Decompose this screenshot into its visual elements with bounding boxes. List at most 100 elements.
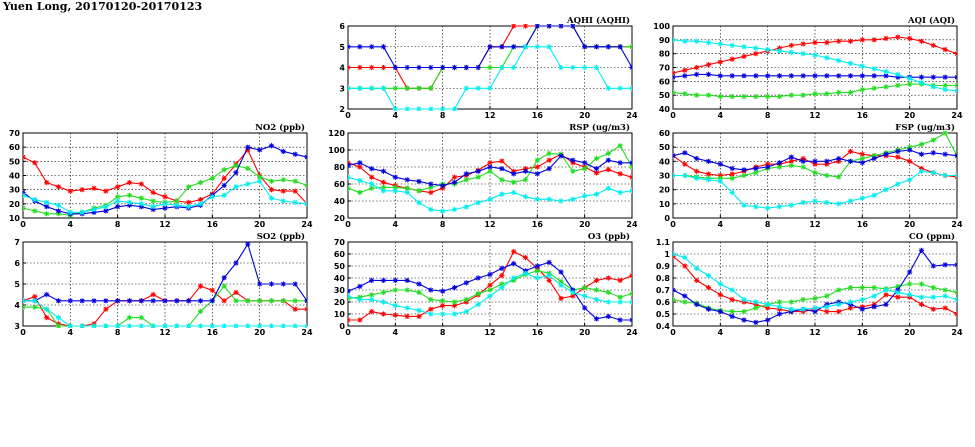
data-point [487,293,493,299]
data-point [741,309,747,315]
data-point [570,24,576,29]
data-point [871,304,877,310]
x-tick-label: 0 [345,328,351,337]
data-point [245,323,251,328]
data-point [369,174,375,180]
data-point [694,301,700,307]
data-point [380,64,387,71]
data-point [930,306,936,312]
y-tick-label: 90 [659,36,671,45]
data-point [499,44,505,50]
data-point [753,165,759,172]
data-point [546,44,552,50]
data-point [392,312,398,318]
y-tick-label: 1 [664,250,670,259]
data-point [257,323,263,328]
data-point [304,154,307,160]
data-point [245,181,251,187]
data-point [245,241,251,247]
data-point [883,84,889,90]
data-point [593,316,600,322]
data-point [800,164,806,170]
x-tick-label: 20 [904,328,916,337]
data-point [753,93,759,100]
data-point [954,153,957,159]
data-point [126,298,133,304]
data-point [617,143,623,149]
data-point [883,69,889,75]
data-point [824,199,830,206]
data-point [23,298,26,304]
data-point [233,184,239,190]
data-point [428,181,434,187]
data-point [942,131,948,136]
data-point [895,34,901,40]
data-point [451,311,458,317]
data-point [629,188,632,194]
data-point [883,287,889,293]
x-tick-label: 20 [904,111,916,120]
data-point [871,285,877,291]
data-point [55,323,62,328]
data-point [451,299,458,305]
data-point [729,297,735,303]
x-tick-label: 4 [718,111,724,120]
data-point [91,298,97,304]
data-point [138,201,144,207]
data-point [115,184,121,190]
data-point [582,166,588,172]
data-point [570,157,576,163]
data-point [859,160,865,166]
data-point [824,73,830,79]
x-tick-label: 24 [626,111,638,120]
data-point [847,198,854,204]
data-point [428,85,434,91]
y-tick-label: 70 [9,129,21,138]
data-point [91,185,97,191]
data-point [369,166,375,172]
chart-so2: 0 4 8 12 16 20 24 3 4 5 6 7 SO2 (ppb) [14,231,313,337]
data-point [673,70,676,76]
data-point [197,308,204,314]
data-point [499,64,505,71]
data-point [824,55,830,61]
x-tick-label: 0 [345,220,351,229]
data-point [812,295,818,301]
data-point [694,71,700,78]
data-point [895,82,901,89]
data-point [162,298,168,304]
data-point [776,311,783,317]
data-point [859,63,865,69]
data-point [859,297,865,303]
data-point [682,172,688,179]
data-point [348,288,351,294]
data-point [162,194,168,200]
x-tick-label: 12 [809,328,820,337]
data-point [522,24,529,29]
data-point [546,273,552,279]
data-point [404,313,410,319]
data-point [534,157,540,163]
data-point [824,172,830,179]
data-point [280,177,286,183]
data-point [705,62,712,68]
data-point [788,42,794,48]
data-point [930,170,936,176]
data-point [55,208,62,214]
data-point [717,59,723,65]
data-point [859,285,865,291]
data-point [257,178,263,184]
data-point [404,85,410,91]
data-point [44,315,50,321]
x-tick-label: 8 [115,220,121,229]
data-point [221,182,227,189]
chart-title: SO2 (ppb) [257,231,305,242]
y-tick-label: 70 [659,64,671,73]
data-point [717,281,723,287]
data-point [487,287,493,293]
data-point [729,309,735,315]
data-point [705,285,712,291]
y-tick-label: 10 [9,214,21,223]
data-point [392,277,398,283]
x-tick-label: 12 [484,328,495,337]
